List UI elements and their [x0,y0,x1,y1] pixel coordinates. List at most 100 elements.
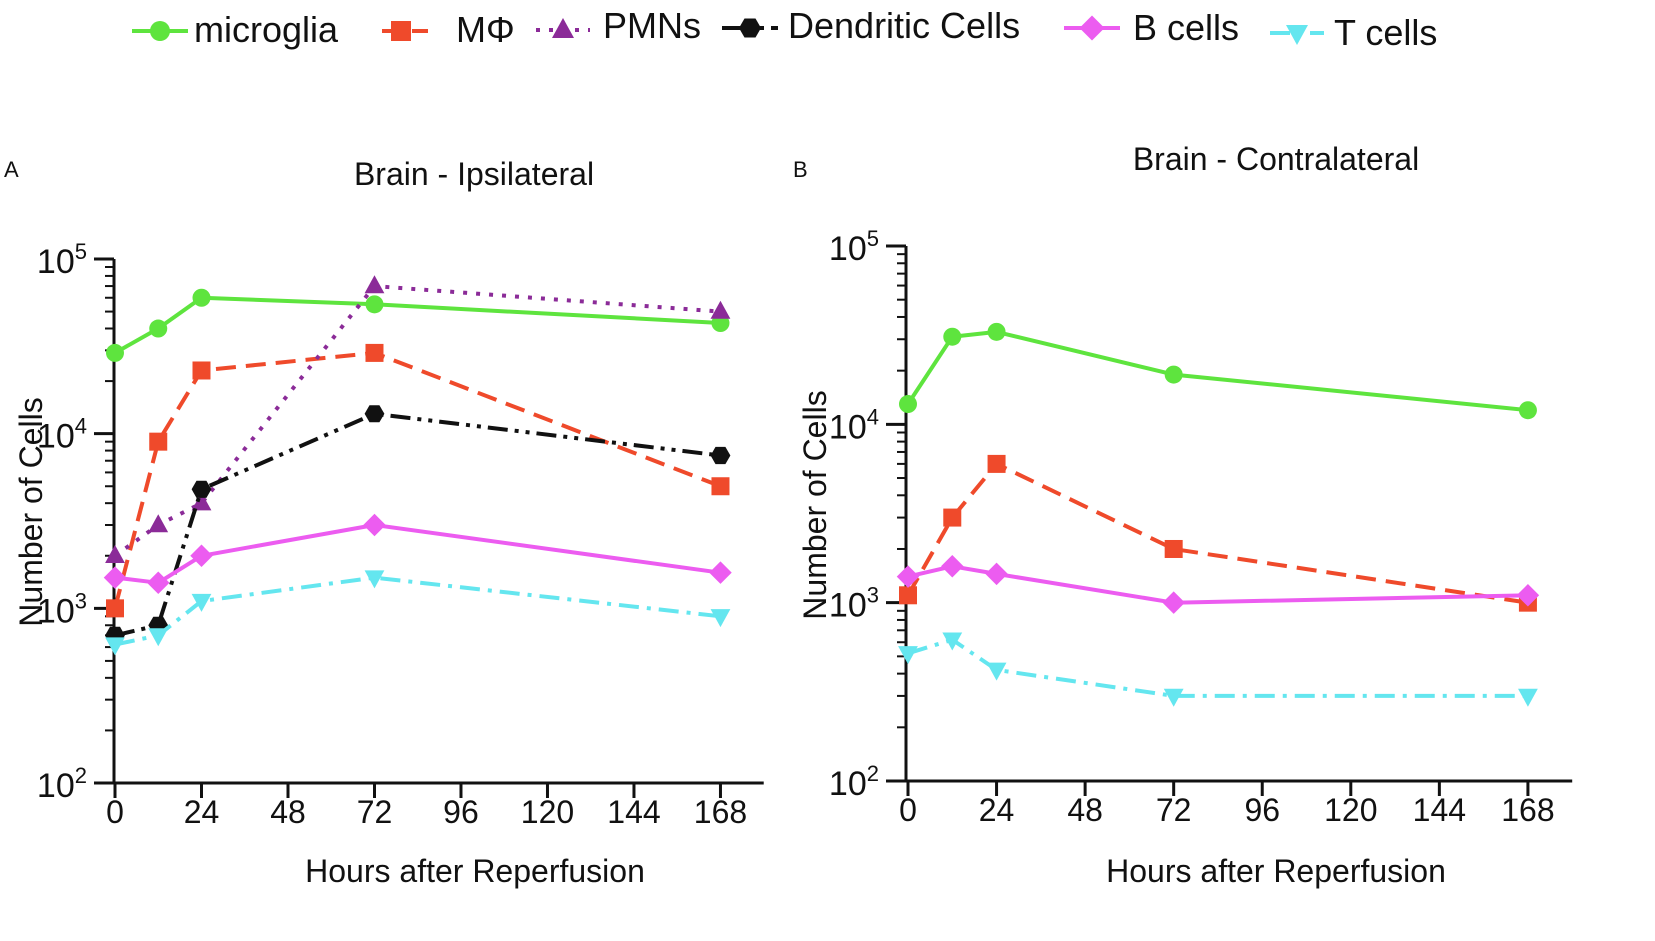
panel-b-point-mphi [987,454,1006,473]
legend-item-dendritic-cells: Dendritic Cells [722,5,1020,46]
panel-b-point-mphi [1164,539,1183,558]
panel-b-series-b-cells [896,555,1540,614]
panel-a-point-t-cells [148,628,169,647]
panel-a-point-microglia [365,295,384,314]
panel-a-ytick-label: 104 [37,414,87,456]
panel-a-series-b-cells [103,513,732,595]
panel-b-point-b-cells [985,562,1008,586]
legend-marker-t-cells [1286,25,1308,45]
panel-a-ytick-label: 103 [37,588,87,630]
panel-a-point-mphi [149,432,168,451]
legend-item-t-cells: T cells [1270,12,1437,53]
panel-a-point-pmns [364,275,385,294]
panel-a-xtick-label: 144 [607,794,660,830]
panel-a-line-microglia [114,295,721,355]
panel-b-xtick-label: 144 [1413,792,1466,828]
panel-b-label: B [793,157,808,182]
panel-a-point-pmns [105,544,125,563]
panel-a-point-dendritic-cells [710,446,731,465]
panel-b-title: Brain - Contralateral [1133,141,1419,177]
legend-label-pmns: PMNs [603,5,701,46]
panel-a-xtick-label: 24 [184,794,220,830]
panel-b-xtick-label: 168 [1501,792,1554,828]
panel-a-line-mphi [113,350,722,609]
panel-b-point-microglia [1518,401,1537,420]
panel-b-point-b-cells [1516,584,1540,607]
panel-a-point-microglia [192,288,211,307]
panel-a-point-b-cells [146,571,170,595]
panel-a-point-t-cells [710,609,731,628]
panel-a-point-b-cells [709,561,732,584]
panel-a-point-t-cells [191,593,212,612]
panel-b-point-b-cells [1162,591,1185,614]
legend-item-b-cells: B cells [1064,7,1239,48]
panel-b-point-t-cells [898,646,918,665]
panel-a-xtick-label: 96 [443,794,479,830]
panel-b-xtick-label: 120 [1324,792,1377,828]
legend-label-microglia: microglia [194,9,339,50]
legend-marker-pmns [552,18,574,38]
panel-a-point-pmns [710,300,731,319]
panel-a-line-pmns [113,284,721,558]
panel-b-point-b-cells [941,555,964,578]
panel-b-xtick-label: 24 [979,792,1015,828]
panel-a-ylabel: Number of Cells [13,397,49,626]
panel-b-ytick-label: 105 [829,226,879,268]
panel-a-xtick-label: 72 [357,794,393,830]
legend-label-b-cells: B cells [1133,7,1239,48]
panel-a-line-t-cells [114,575,721,647]
panel-b-ylabel: Number of Cells [797,390,833,619]
panel-b-xtick-label: 48 [1067,792,1103,828]
panel-a-ytick-label: 102 [37,763,87,805]
panel-a-point-microglia [106,343,124,362]
panel-b-line-microglia [906,329,1529,413]
panel-b-line-mphi [906,461,1529,605]
legend-marker-mphi [391,21,411,41]
panel-a-xlabel: Hours after Reperfusion [305,853,645,889]
panel-a-series-t-cells [105,570,731,656]
legend: microglia MΦ PMNs Dendritic Cells B cells T c… [132,5,1437,53]
panel-a-point-dendritic-cells [191,480,212,498]
panel-a-ytick-label: 105 [37,239,87,281]
panel-a-point-dendritic-cells [364,405,385,423]
panel-b-xlabel: Hours after Reperfusion [1106,853,1446,889]
panel-b-point-t-cells [986,662,1007,681]
panel-b-point-mphi [943,508,962,527]
legend-label-dendritic-cells: Dendritic Cells [788,5,1020,46]
panel-b-point-t-cells [1518,688,1538,707]
panel-b-point-microglia [943,327,962,346]
legend-marker-microglia [150,21,170,41]
panel-a-title: Brain - Ipsilateral [354,156,594,192]
panel-a-point-pmns [148,514,169,533]
panel-a-point-b-cells [363,513,386,537]
panel-b-xtick-label: 96 [1244,792,1280,828]
panel-a-point-mphi [711,477,730,496]
panel-b-point-t-cells [1163,688,1184,707]
legend-item-pmns: PMNs [536,5,701,46]
panel-a-point-b-cells [103,566,127,589]
panel-a-xtick-label: 120 [521,794,574,830]
legend-label-mphi: MΦ [456,9,515,50]
panel-a-xtick-label: 48 [270,794,306,830]
panel-b-xtick-label: 0 [899,792,917,828]
panel-a-series-pmns [105,275,731,563]
panel-a-xtick-label: 168 [694,794,747,830]
panel-b-point-b-cells [896,565,920,588]
panel-a-point-pmns [191,492,212,511]
panel-b-point-mphi [899,586,917,605]
panel-b-point-microglia [987,322,1006,341]
panel-a-point-t-cells [364,570,385,589]
legend-item-microglia: microglia [132,9,339,50]
panel-a-point-b-cells [190,544,213,568]
panel-b-ytick-label: 103 [829,583,879,625]
panel-b-point-t-cells [942,632,963,651]
panel-b-series-microglia [899,322,1537,420]
panel-a-point-microglia [149,319,168,338]
panel-b-ytick-label: 102 [829,761,879,803]
legend-marker-dendritic-cells [739,18,761,38]
panel-b-point-microglia [899,395,917,414]
panel-a-point-mphi [365,343,384,362]
panel-b-xtick-label: 72 [1156,792,1192,828]
panel-a-point-t-cells [105,637,125,656]
